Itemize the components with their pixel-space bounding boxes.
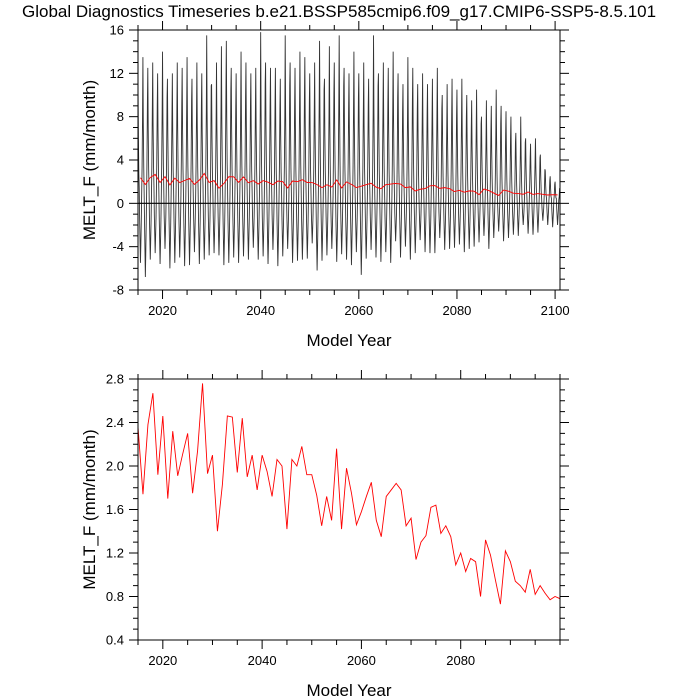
y-tick-label: 16 xyxy=(110,23,124,38)
y-tick-label: -4 xyxy=(112,239,124,254)
annual-mean-series-line xyxy=(140,172,558,196)
y-tick-label: -8 xyxy=(112,283,124,298)
bottom-plot-frame xyxy=(137,378,561,641)
y-tick-label: 1.2 xyxy=(106,546,124,561)
x-tick-label: 2080 xyxy=(442,303,471,318)
bottom-chart-panel: 2020 2040 2060 2080 0.4 0.8 1.2 1.6 2.0 2.4 2.8 Mod… xyxy=(80,370,569,700)
y-tick-label: 0 xyxy=(117,196,124,211)
x-tick-label: 2040 xyxy=(246,303,275,318)
x-tick-label: 2020 xyxy=(148,303,177,318)
bottom-x-axis-title: Model Year xyxy=(306,681,391,700)
top-plot-area xyxy=(138,32,560,278)
bottom-plot-area xyxy=(138,383,560,605)
y-tick-label: 2.0 xyxy=(106,459,124,474)
x-tick-label: 2080 xyxy=(446,653,475,668)
top-x-axis-title: Model Year xyxy=(306,331,391,350)
y-tick-label: 0.4 xyxy=(106,633,124,648)
x-tick-label: 2040 xyxy=(248,653,277,668)
y-tick-label: 0.8 xyxy=(106,589,124,604)
y-tick-label: 8 xyxy=(117,109,124,124)
y-tick-label: 1.6 xyxy=(106,502,124,517)
page-title: Global Diagnostics Timeseries b.e21.BSSP… xyxy=(22,2,657,21)
y-tick-label: 2.8 xyxy=(106,372,124,387)
x-tick-label: 2020 xyxy=(148,653,177,668)
x-tick-label: 2060 xyxy=(347,653,376,668)
y-tick-label: 12 xyxy=(110,66,124,81)
top-chart-panel: 2020 2040 2060 2080 2100 -8 -4 0 4 8 12 16 Model Yea… xyxy=(80,21,570,350)
y-tick-label: 2.4 xyxy=(106,415,124,430)
x-tick-label: 2100 xyxy=(541,303,570,318)
y-tick-label: 4 xyxy=(117,153,124,168)
x-tick-label: 2060 xyxy=(344,303,373,318)
annual-mean-series-line xyxy=(138,383,560,605)
monthly-series-line xyxy=(138,32,560,278)
top-y-axis-title: MELT_F (mm/month) xyxy=(80,80,99,240)
bottom-y-axis-title: MELT_F (mm/month) xyxy=(80,429,99,589)
